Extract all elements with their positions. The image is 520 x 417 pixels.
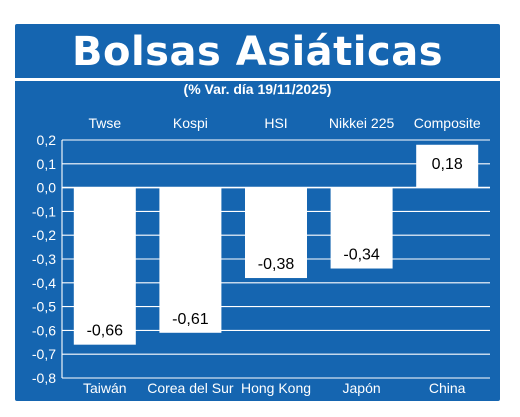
index-name-label: Composite (414, 115, 481, 131)
y-tick-label: 0,1 (37, 156, 57, 172)
bar-value-label: -0,38 (258, 256, 295, 273)
index-name-label: Kospi (173, 115, 208, 131)
y-tick-label: -0,7 (32, 346, 56, 362)
y-tick-label: -0,8 (32, 370, 56, 386)
country-label: Corea del Sur (147, 380, 234, 396)
bar (416, 144, 479, 188)
country-label: Hong Kong (241, 380, 311, 396)
index-name-label: Nikkei 225 (329, 115, 395, 131)
bar-value-label: 0,18 (432, 156, 463, 173)
value-labels: -0,66 -0,61 -0,38 -0,34 0,18 (87, 156, 463, 340)
y-tick-label: 0,2 (37, 132, 57, 148)
y-tick-label: -0,2 (32, 227, 56, 243)
chart-title: Bolsas Asiáticas (71, 29, 444, 75)
y-tick-label: -0,4 (32, 275, 56, 291)
bar (245, 187, 307, 279)
y-tick-label: -0,3 (32, 251, 56, 267)
y-axis-ticks: 0,2 0,1 0,0 -0,1 -0,2 -0,3 -0,4 -0,5 -0,6 -0,7 -0,… (32, 132, 56, 386)
category-labels: Twse Taiwán Kospi Corea del Sur HSI Hong Kong… (83, 115, 481, 396)
country-label: Japón (343, 380, 381, 396)
y-tick-label: 0,0 (37, 180, 57, 196)
y-tick-label: -0,6 (32, 322, 56, 338)
bar-value-label: -0,66 (87, 323, 124, 340)
y-tick-label: -0,1 (32, 203, 56, 219)
bar (330, 187, 393, 269)
y-tick-label: -0,5 (32, 299, 56, 315)
chart-subtitle: (% Var. día 19/11/2025) (183, 81, 332, 97)
title-divider (15, 78, 500, 81)
country-label: Taiwán (83, 380, 127, 396)
bar (73, 187, 136, 345)
country-label: China (429, 380, 466, 396)
index-name-label: HSI (264, 115, 287, 131)
bar-value-label: -0,61 (172, 311, 209, 328)
bar-value-label: -0,34 (343, 247, 380, 264)
bar (159, 187, 222, 333)
index-name-label: Twse (88, 115, 121, 131)
bars (73, 144, 479, 345)
